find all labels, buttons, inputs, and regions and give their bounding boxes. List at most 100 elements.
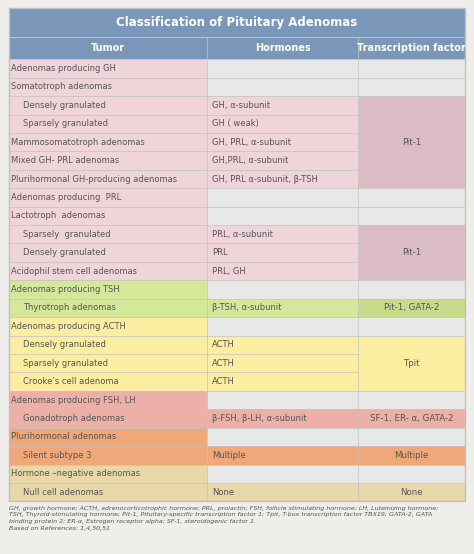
FancyBboxPatch shape: [9, 170, 207, 188]
FancyBboxPatch shape: [358, 299, 465, 317]
FancyBboxPatch shape: [9, 188, 207, 207]
FancyBboxPatch shape: [207, 133, 358, 151]
FancyBboxPatch shape: [9, 59, 207, 78]
Text: SF-1, ER- α, GATA-2: SF-1, ER- α, GATA-2: [370, 414, 454, 423]
FancyBboxPatch shape: [358, 96, 465, 188]
FancyBboxPatch shape: [207, 483, 358, 501]
FancyBboxPatch shape: [9, 409, 207, 428]
Text: Adenomas producing ACTH: Adenomas producing ACTH: [11, 322, 126, 331]
FancyBboxPatch shape: [207, 372, 358, 391]
Text: Acidophil stem cell adenomas: Acidophil stem cell adenomas: [11, 266, 137, 275]
Text: PRL, α-subunit: PRL, α-subunit: [212, 230, 273, 239]
Text: Silent subtype 3: Silent subtype 3: [23, 451, 91, 460]
FancyBboxPatch shape: [9, 133, 207, 151]
FancyBboxPatch shape: [207, 299, 358, 317]
FancyBboxPatch shape: [9, 96, 207, 115]
Text: GH, α-subunit: GH, α-subunit: [212, 101, 270, 110]
Text: None: None: [212, 488, 234, 496]
FancyBboxPatch shape: [207, 37, 358, 59]
Text: β-FSH, β-LH, α-subunit: β-FSH, β-LH, α-subunit: [212, 414, 307, 423]
Text: Multiple: Multiple: [394, 451, 429, 460]
Text: Sparsely  granulated: Sparsely granulated: [23, 230, 110, 239]
Text: Somatotroph adenomas: Somatotroph adenomas: [11, 83, 112, 91]
Text: Sparsely granulated: Sparsely granulated: [23, 359, 108, 368]
Text: Mammosomatotroph adenomas: Mammosomatotroph adenomas: [11, 138, 145, 147]
Text: Pit-1, GATA-2: Pit-1, GATA-2: [384, 304, 439, 312]
FancyBboxPatch shape: [207, 317, 358, 336]
FancyBboxPatch shape: [9, 299, 207, 317]
FancyBboxPatch shape: [9, 225, 207, 244]
FancyBboxPatch shape: [9, 115, 207, 133]
Text: Transcription factor: Transcription factor: [357, 43, 466, 53]
FancyBboxPatch shape: [207, 446, 358, 464]
FancyBboxPatch shape: [207, 391, 358, 409]
FancyBboxPatch shape: [207, 59, 358, 78]
FancyBboxPatch shape: [358, 280, 465, 299]
Text: Plurihormonal adenomas: Plurihormonal adenomas: [11, 433, 117, 442]
Text: Tpit: Tpit: [403, 359, 420, 368]
FancyBboxPatch shape: [207, 115, 358, 133]
Text: Adenomas producing FSH, LH: Adenomas producing FSH, LH: [11, 396, 136, 404]
Text: Multiple: Multiple: [212, 451, 246, 460]
FancyBboxPatch shape: [358, 207, 465, 225]
FancyBboxPatch shape: [207, 354, 358, 372]
FancyBboxPatch shape: [9, 207, 207, 225]
Text: Densely granulated: Densely granulated: [23, 101, 106, 110]
FancyBboxPatch shape: [358, 483, 465, 501]
FancyBboxPatch shape: [358, 225, 465, 280]
FancyBboxPatch shape: [207, 78, 358, 96]
FancyBboxPatch shape: [358, 78, 465, 96]
FancyBboxPatch shape: [9, 151, 207, 170]
Text: ACTH: ACTH: [212, 359, 235, 368]
FancyBboxPatch shape: [358, 336, 465, 391]
FancyBboxPatch shape: [9, 262, 207, 280]
Text: Thyrotroph adenomas: Thyrotroph adenomas: [23, 304, 116, 312]
FancyBboxPatch shape: [207, 464, 358, 483]
Text: Sparsely granulated: Sparsely granulated: [23, 119, 108, 128]
FancyBboxPatch shape: [9, 8, 465, 37]
Text: Gonadotroph adenomas: Gonadotroph adenomas: [23, 414, 124, 423]
FancyBboxPatch shape: [9, 483, 207, 501]
Text: Tumor: Tumor: [91, 43, 125, 53]
Text: GH, PRL, α-subunit: GH, PRL, α-subunit: [212, 138, 291, 147]
FancyBboxPatch shape: [207, 428, 358, 446]
FancyBboxPatch shape: [358, 409, 465, 428]
Text: Densely granulated: Densely granulated: [23, 340, 106, 349]
FancyBboxPatch shape: [358, 428, 465, 446]
FancyBboxPatch shape: [207, 262, 358, 280]
FancyBboxPatch shape: [9, 280, 207, 299]
FancyBboxPatch shape: [207, 151, 358, 170]
Text: Crooke’s cell adenoma: Crooke’s cell adenoma: [23, 377, 118, 386]
FancyBboxPatch shape: [207, 96, 358, 115]
Text: GH ( weak): GH ( weak): [212, 119, 259, 128]
Text: GH, PRL α-subunit, β-TSH: GH, PRL α-subunit, β-TSH: [212, 175, 318, 183]
Text: None: None: [401, 488, 423, 496]
FancyBboxPatch shape: [9, 464, 207, 483]
FancyBboxPatch shape: [358, 391, 465, 409]
Text: PRL, GH: PRL, GH: [212, 266, 246, 275]
Text: Lactotroph  adenomas: Lactotroph adenomas: [11, 212, 106, 220]
Text: Plurihormonal GH-producing adenomas: Plurihormonal GH-producing adenomas: [11, 175, 177, 183]
Text: GH, growth hormone; ACTH, adrenocorticotrophic hormone; PRL, prolactin; FSH, fol: GH, growth hormone; ACTH, adrenocorticot…: [9, 506, 438, 531]
Text: Hormone –negative adenomas: Hormone –negative adenomas: [11, 469, 140, 478]
FancyBboxPatch shape: [358, 188, 465, 207]
FancyBboxPatch shape: [207, 244, 358, 262]
Text: Mixed GH- PRL adenomas: Mixed GH- PRL adenomas: [11, 156, 119, 165]
FancyBboxPatch shape: [207, 280, 358, 299]
FancyBboxPatch shape: [9, 446, 207, 464]
Text: β-TSH, α-subunit: β-TSH, α-subunit: [212, 304, 282, 312]
FancyBboxPatch shape: [9, 244, 207, 262]
Text: Adenomas producing GH: Adenomas producing GH: [11, 64, 116, 73]
FancyBboxPatch shape: [358, 59, 465, 78]
FancyBboxPatch shape: [9, 354, 207, 372]
Text: Densely granulated: Densely granulated: [23, 248, 106, 257]
FancyBboxPatch shape: [358, 317, 465, 336]
FancyBboxPatch shape: [207, 170, 358, 188]
FancyBboxPatch shape: [9, 37, 207, 59]
Text: Pit-1: Pit-1: [402, 248, 421, 257]
Text: ACTH: ACTH: [212, 340, 235, 349]
Text: PRL: PRL: [212, 248, 228, 257]
FancyBboxPatch shape: [207, 225, 358, 244]
FancyBboxPatch shape: [207, 336, 358, 354]
FancyBboxPatch shape: [358, 464, 465, 483]
